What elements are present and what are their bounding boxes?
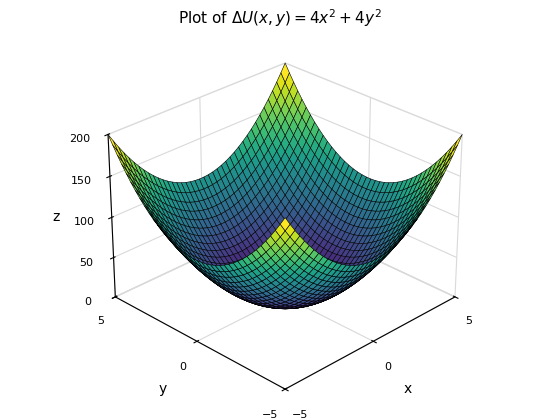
Y-axis label: y: y — [159, 382, 167, 396]
Title: Plot of $\Delta U(x, y) = 4x^2 + 4y^2$: Plot of $\Delta U(x, y) = 4x^2 + 4y^2$ — [178, 7, 382, 29]
X-axis label: x: x — [403, 382, 412, 396]
